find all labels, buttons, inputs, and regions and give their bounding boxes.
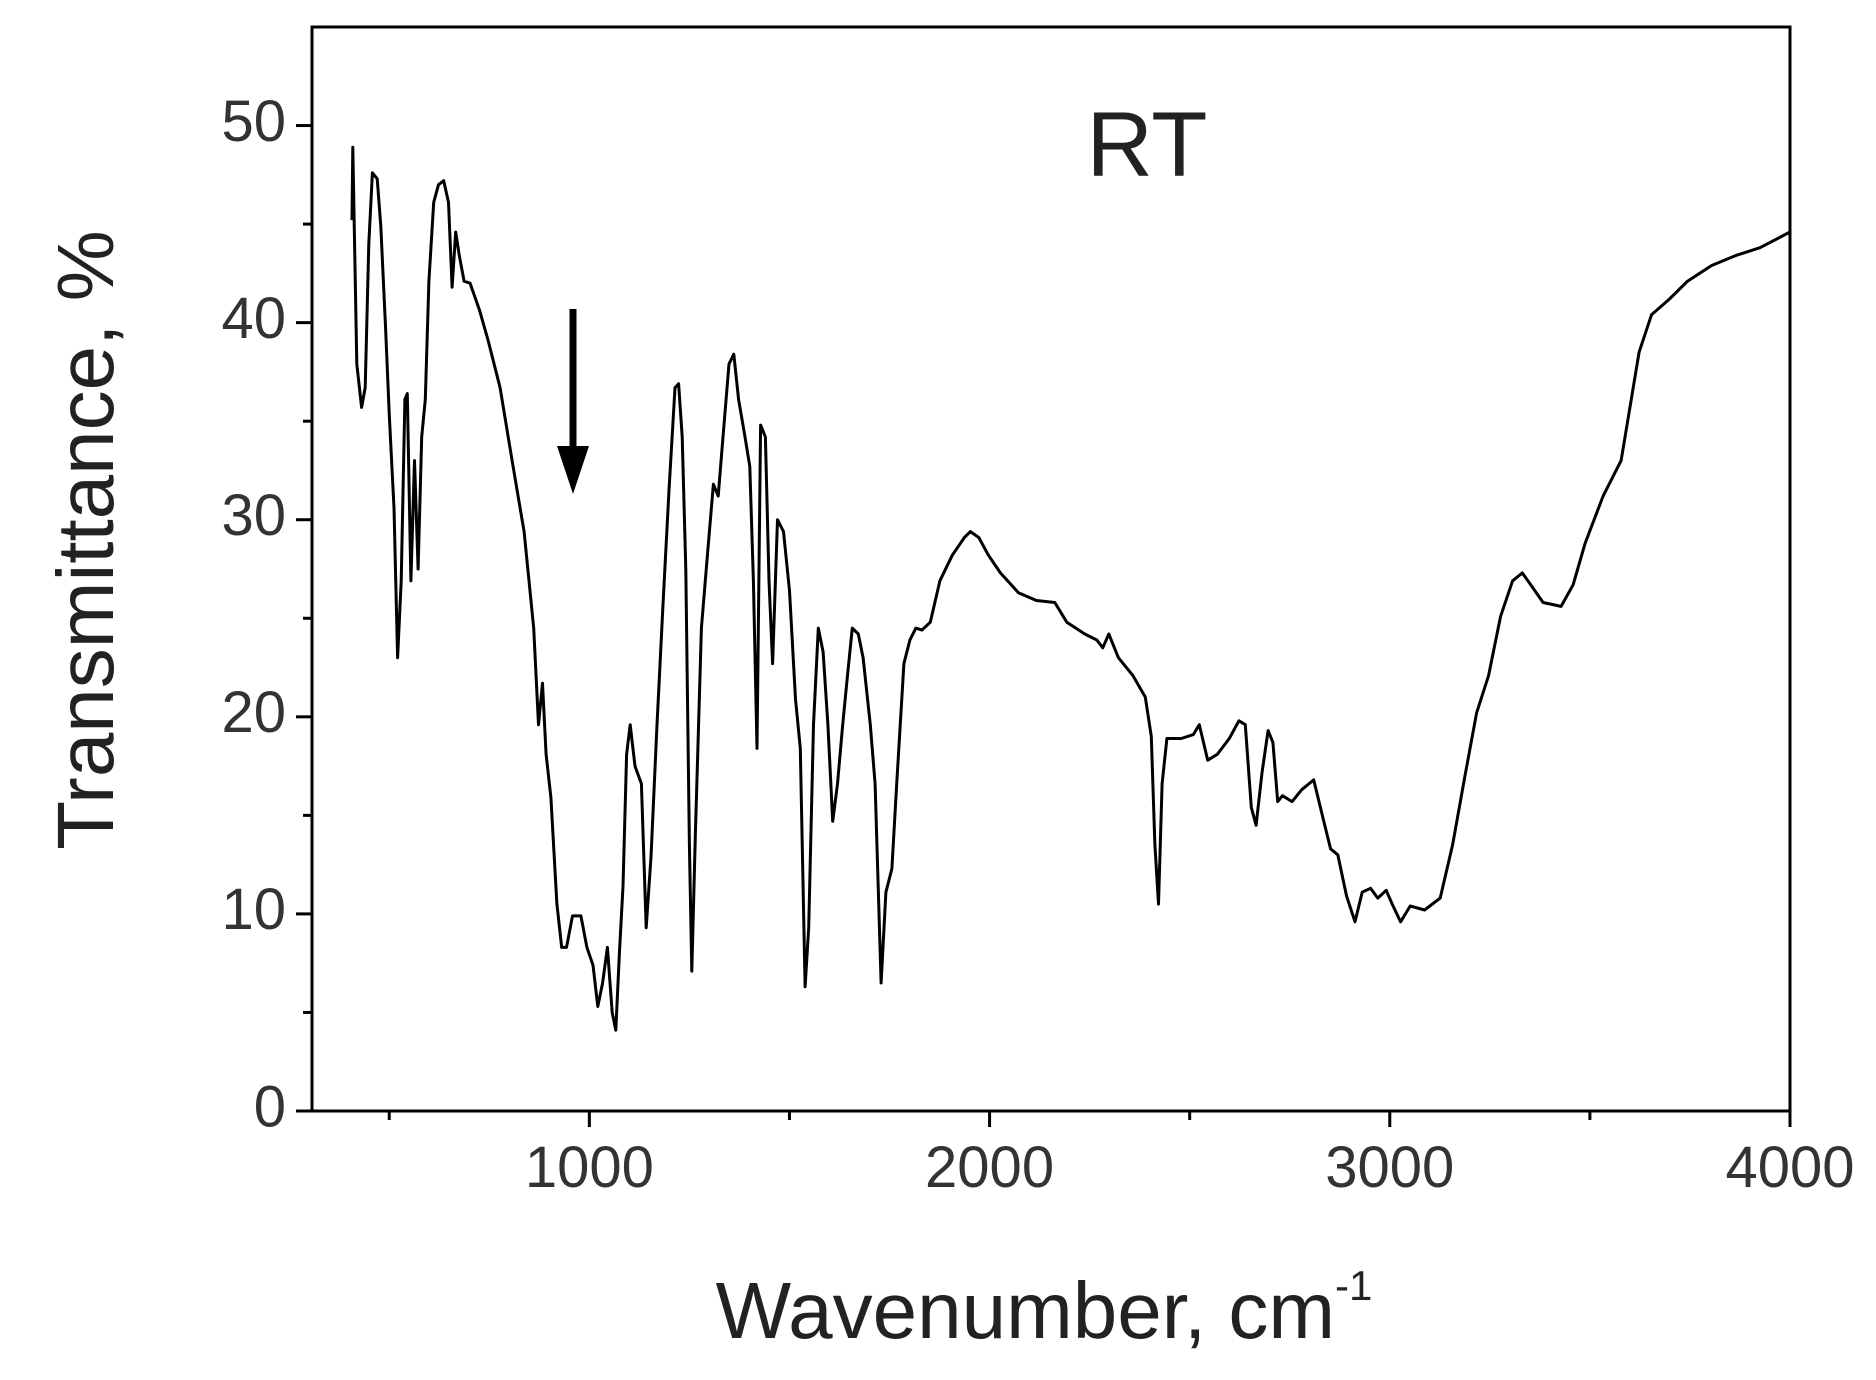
y-tick-label: 20 xyxy=(221,680,286,745)
x-axis-label-text: Wavenumber, cm xyxy=(716,1266,1335,1355)
x-tick-label: 4000 xyxy=(1725,1135,1854,1200)
x-tick-label: 3000 xyxy=(1325,1135,1454,1200)
x-tick-label: 2000 xyxy=(925,1135,1054,1200)
arrow-head xyxy=(557,446,589,494)
x-tick-label: 1000 xyxy=(525,1135,654,1200)
y-tick-label: 0 xyxy=(254,1074,286,1139)
x-axis-label-superscript: -1 xyxy=(1335,1262,1372,1309)
x-axis-label: Wavenumber, cm-1 xyxy=(716,1262,1373,1355)
spectrum-line xyxy=(350,145,1791,1032)
plot-frame xyxy=(310,25,1792,1113)
arrow xyxy=(557,309,589,494)
y-tick-label: 30 xyxy=(221,483,286,548)
y-axis-label: Transmittance, % xyxy=(41,230,130,849)
y-tick-label: 50 xyxy=(221,89,286,154)
annotation: RT xyxy=(1087,94,1208,196)
y-tick-label: 40 xyxy=(221,286,286,351)
y-tick-label: 10 xyxy=(221,877,286,942)
